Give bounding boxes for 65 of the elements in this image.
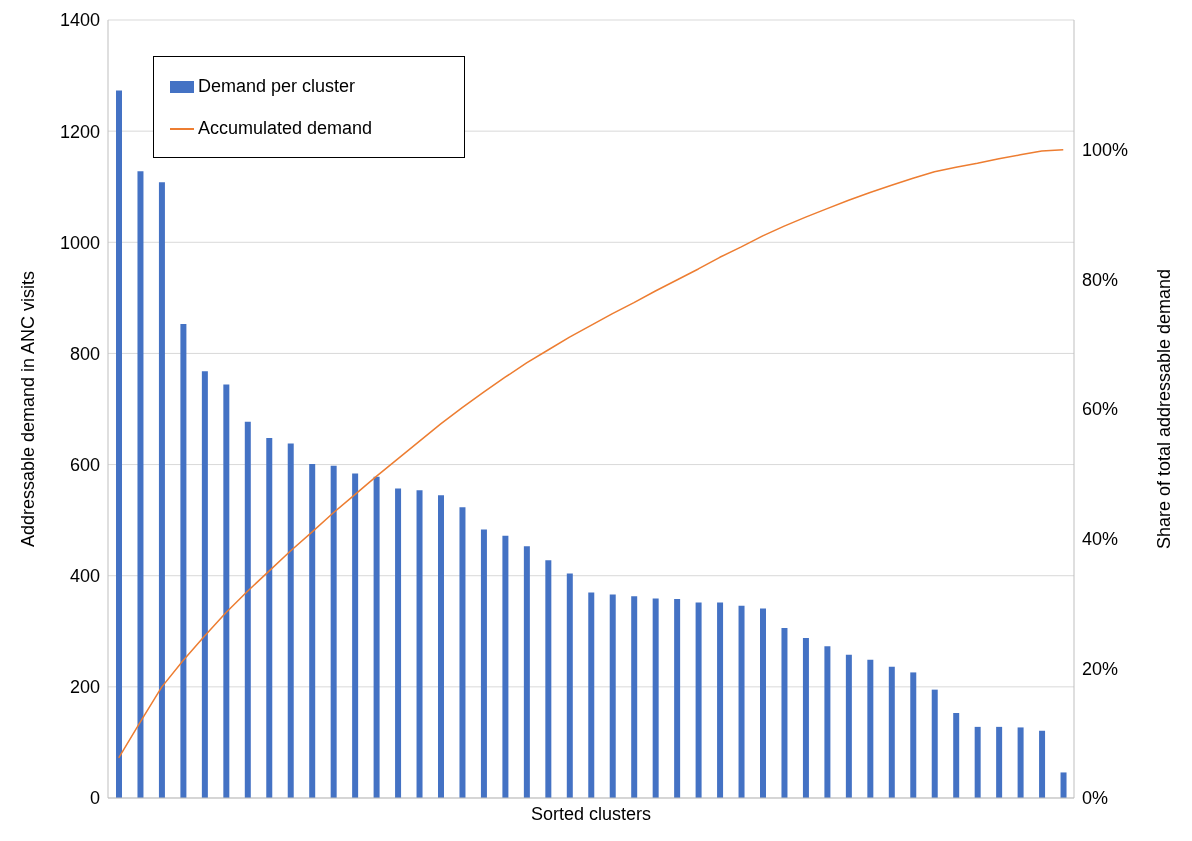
bar xyxy=(352,473,359,798)
y-tick-label: 800 xyxy=(69,343,100,364)
bar xyxy=(781,627,788,798)
bar xyxy=(1017,727,1024,798)
y2-axis-title: Share of total addressable demand xyxy=(1154,268,1175,550)
y2-tick-label: 80% xyxy=(1082,269,1119,290)
x-axis-title: Sorted clusters xyxy=(530,804,652,824)
bar xyxy=(652,598,659,798)
y2-tick-label: 100% xyxy=(1082,140,1129,161)
bar xyxy=(802,637,809,798)
bar xyxy=(244,421,251,798)
legend-label: Demand per cluster xyxy=(198,76,356,96)
bar xyxy=(223,384,230,798)
bar xyxy=(588,592,595,798)
bar xyxy=(695,602,702,798)
bar xyxy=(137,171,144,798)
bar xyxy=(480,529,487,798)
bar xyxy=(459,507,466,798)
bar xyxy=(867,659,874,798)
y2-tick-label: 0% xyxy=(1082,788,1109,809)
bar xyxy=(845,654,852,798)
bar xyxy=(1039,730,1046,798)
y-tick-label: 1000 xyxy=(59,232,100,253)
y-tick-label: 400 xyxy=(69,566,100,587)
bar xyxy=(888,666,895,798)
bar xyxy=(180,323,187,798)
y-tick-label: 1400 xyxy=(59,10,100,31)
y-axis-title: Addressable demand in ANC visits xyxy=(18,270,39,548)
bar xyxy=(910,672,917,798)
bar xyxy=(201,371,208,798)
bar xyxy=(330,465,337,798)
bar xyxy=(545,560,552,798)
bar xyxy=(996,726,1003,798)
bar xyxy=(953,712,960,798)
y-tick-label: 0 xyxy=(89,788,100,809)
bar xyxy=(760,608,766,798)
bar xyxy=(373,476,380,798)
bar xyxy=(566,573,573,798)
bar xyxy=(717,602,724,798)
y-tick-label: 1200 xyxy=(59,121,100,142)
bar xyxy=(502,535,509,798)
bar xyxy=(631,596,638,798)
bar xyxy=(609,594,616,798)
legend-label: Accumulated demand xyxy=(198,118,373,138)
bar xyxy=(309,464,316,798)
bar xyxy=(266,437,273,798)
bar xyxy=(931,689,938,798)
bar xyxy=(116,90,122,798)
line-series xyxy=(117,148,1065,759)
bar xyxy=(395,488,402,798)
y-tick-label: 200 xyxy=(69,677,100,698)
y-tick-label: 600 xyxy=(69,454,100,475)
bar xyxy=(824,646,831,798)
bar xyxy=(674,599,681,798)
bar xyxy=(974,726,981,798)
y2-tick-label: 20% xyxy=(1082,658,1119,679)
bar xyxy=(416,490,423,798)
bar xyxy=(1060,772,1067,798)
bar xyxy=(158,182,165,798)
bar xyxy=(738,605,745,798)
bar xyxy=(287,443,294,798)
y2-tick-label: 60% xyxy=(1082,399,1119,420)
bar xyxy=(523,546,530,798)
bar xyxy=(438,495,444,798)
y2-tick-label: 40% xyxy=(1082,529,1119,550)
